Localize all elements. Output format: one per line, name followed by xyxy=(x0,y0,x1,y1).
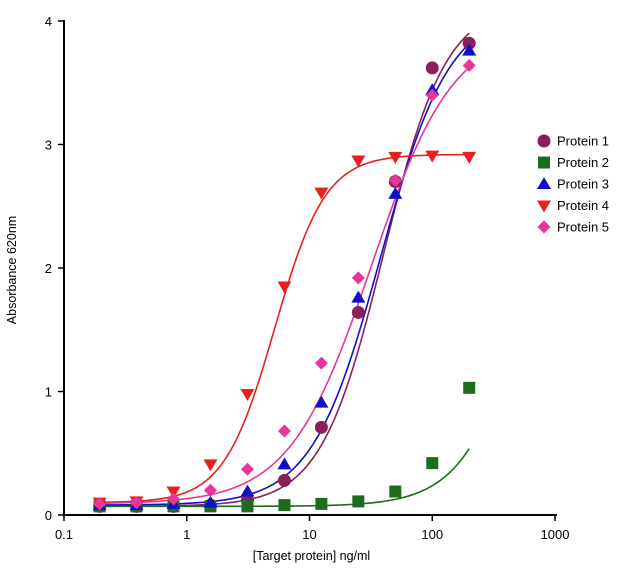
point-protein-1 xyxy=(314,420,328,434)
point-protein-3 xyxy=(240,484,255,497)
legend-marker-protein-2 xyxy=(538,156,550,169)
x-tick-label: 1 xyxy=(183,527,190,542)
point-protein-3 xyxy=(388,186,403,199)
point-protein-3 xyxy=(277,457,292,470)
fit-curve-protein-4 xyxy=(99,153,470,504)
point-protein-5 xyxy=(240,462,254,476)
point-protein-4 xyxy=(351,155,366,168)
point-protein-4 xyxy=(425,150,440,163)
point-protein-5 xyxy=(388,173,402,187)
y-tick-label: 2 xyxy=(45,261,52,276)
point-protein-2 xyxy=(241,500,254,513)
legend-label: Protein 2 xyxy=(557,155,609,170)
legend-marker-protein-1 xyxy=(537,134,551,148)
point-protein-1 xyxy=(462,36,476,50)
point-protein-5 xyxy=(277,424,291,438)
point-protein-2 xyxy=(315,497,328,510)
point-protein-2 xyxy=(426,457,439,470)
point-protein-2 xyxy=(463,381,476,394)
point-protein-5 xyxy=(462,58,476,72)
data-markers xyxy=(92,36,477,513)
x-tick-label: 10 xyxy=(302,527,316,542)
point-protein-1 xyxy=(425,61,439,75)
y-tick-label: 0 xyxy=(45,508,52,523)
point-protein-4 xyxy=(462,151,477,164)
legend-marker-protein-5 xyxy=(537,220,551,234)
point-protein-4 xyxy=(277,281,292,294)
x-tick-label: 100 xyxy=(421,527,443,542)
point-protein-5 xyxy=(203,483,217,497)
point-protein-4 xyxy=(388,151,403,164)
point-protein-3 xyxy=(203,495,218,508)
point-protein-3 xyxy=(462,43,477,56)
point-protein-2 xyxy=(278,499,291,512)
legend-label: Protein 3 xyxy=(557,177,609,192)
point-protein-4 xyxy=(203,459,218,472)
point-protein-5 xyxy=(93,497,107,511)
y-tick-label: 3 xyxy=(45,138,52,153)
legend-marker-protein-4 xyxy=(537,200,551,213)
point-protein-4 xyxy=(240,388,255,401)
y-tick-label: 4 xyxy=(45,14,52,29)
point-protein-3 xyxy=(314,395,329,408)
point-protein-5 xyxy=(314,356,328,370)
point-protein-5 xyxy=(167,492,181,506)
legend: Protein 1 Protein 2 Protein 3 Protein 4 Prot… xyxy=(537,134,609,235)
legend-marker-protein-3 xyxy=(537,177,551,189)
point-protein-5 xyxy=(425,88,439,102)
fit-curve-protein-5 xyxy=(99,66,470,505)
point-protein-5 xyxy=(351,271,365,285)
point-protein-1 xyxy=(277,473,291,487)
legend-label: Protein 1 xyxy=(557,134,609,149)
legend-label: Protein 5 xyxy=(557,220,609,235)
y-tick-label: 1 xyxy=(45,385,52,400)
x-tick-label: 1000 xyxy=(541,527,570,542)
x-axis-title: [Target protein] ng/ml xyxy=(253,549,370,563)
legend-label: Protein 4 xyxy=(557,198,609,213)
x-tick-label: 0.1 xyxy=(55,527,73,542)
point-protein-4 xyxy=(314,187,329,200)
point-protein-1 xyxy=(351,305,365,319)
point-protein-3 xyxy=(351,290,366,303)
point-protein-5 xyxy=(130,496,144,510)
axes: 0.1 1 10 100 1000 0 1 2 3 4 xyxy=(45,14,570,542)
y-axis-title: Absorbance 620nm xyxy=(5,216,19,324)
point-protein-2 xyxy=(352,495,365,508)
point-protein-2 xyxy=(389,485,402,498)
